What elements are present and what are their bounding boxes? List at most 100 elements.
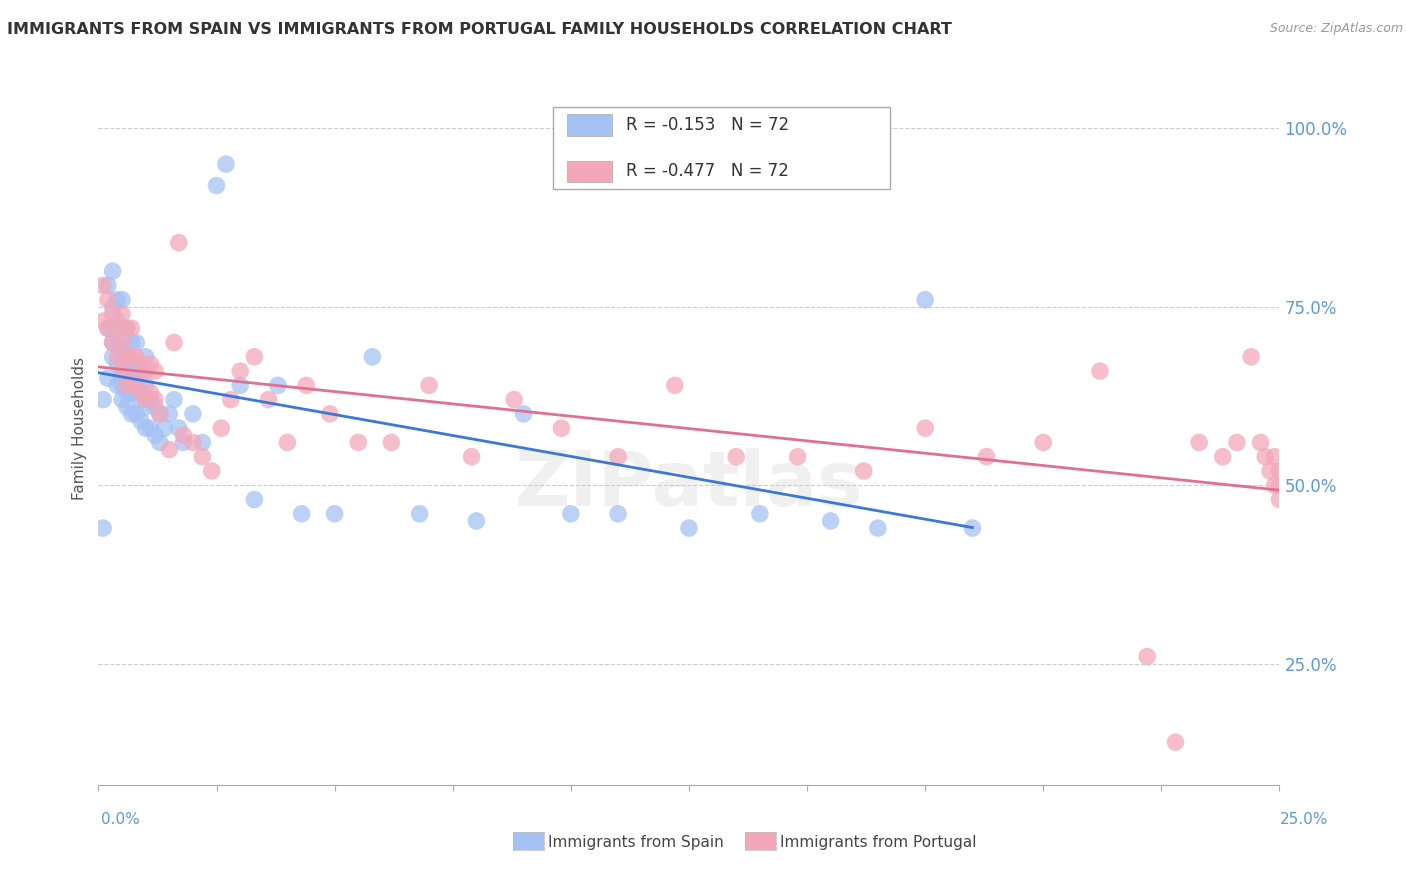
Point <box>111 343 134 357</box>
Point <box>181 435 204 450</box>
Point <box>153 421 176 435</box>
Point <box>1268 464 1291 478</box>
Point <box>1268 478 1291 492</box>
Point <box>243 492 266 507</box>
Point <box>91 521 114 535</box>
Point <box>820 514 842 528</box>
Point <box>1088 364 1111 378</box>
Point <box>191 435 214 450</box>
Point <box>121 335 143 350</box>
Point <box>201 464 224 478</box>
Point <box>97 321 120 335</box>
Point <box>97 293 120 307</box>
Point <box>111 378 134 392</box>
Point <box>157 442 180 457</box>
Text: R = -0.477   N = 72: R = -0.477 N = 72 <box>626 162 789 180</box>
Point <box>91 278 114 293</box>
Point <box>121 321 143 335</box>
Text: Immigrants from Portugal: Immigrants from Portugal <box>780 836 977 850</box>
Point <box>121 350 143 364</box>
Point <box>380 435 402 450</box>
Point <box>121 364 143 378</box>
Point <box>319 407 342 421</box>
Point <box>1188 435 1211 450</box>
Point <box>115 385 138 400</box>
Point <box>129 392 152 407</box>
Point <box>664 378 686 392</box>
Point <box>105 350 128 364</box>
Point <box>115 371 138 385</box>
Bar <box>567 114 612 136</box>
Y-axis label: Family Households: Family Households <box>72 357 87 500</box>
Point <box>135 350 157 364</box>
Point <box>143 400 166 414</box>
Point <box>852 464 875 478</box>
Point <box>111 335 134 350</box>
Point <box>125 350 148 364</box>
Point <box>125 378 148 392</box>
Point <box>725 450 748 464</box>
Point <box>115 378 138 392</box>
Point <box>115 400 138 414</box>
Point <box>125 385 148 400</box>
Point <box>1226 435 1249 450</box>
Point <box>111 364 134 378</box>
Point <box>139 421 162 435</box>
Point <box>115 321 138 335</box>
Point <box>105 378 128 392</box>
Point <box>418 378 440 392</box>
Point <box>229 364 252 378</box>
Point <box>105 321 128 335</box>
Text: Source: ZipAtlas.com: Source: ZipAtlas.com <box>1270 22 1403 36</box>
Point <box>139 385 162 400</box>
Point <box>101 335 124 350</box>
Point <box>97 278 120 293</box>
Point <box>1032 435 1054 450</box>
Point <box>276 435 298 450</box>
Point <box>209 421 232 435</box>
Point <box>607 450 630 464</box>
Point <box>121 385 143 400</box>
Point <box>111 392 134 407</box>
Point <box>1240 350 1263 364</box>
Point <box>1250 435 1272 450</box>
Point <box>295 378 318 392</box>
Point <box>167 421 190 435</box>
Point <box>172 435 194 450</box>
Point <box>105 335 128 350</box>
Point <box>143 428 166 442</box>
Point <box>1258 464 1281 478</box>
Point <box>129 364 152 378</box>
Point <box>135 392 157 407</box>
Point <box>129 414 152 428</box>
Point <box>347 435 370 450</box>
Point <box>101 264 124 278</box>
Text: ZIPatlas: ZIPatlas <box>515 449 863 522</box>
Point <box>512 407 534 421</box>
Point <box>1164 735 1187 749</box>
Point <box>97 321 120 335</box>
Point <box>1254 450 1277 464</box>
Point <box>139 357 162 371</box>
Point <box>465 514 488 528</box>
Point <box>267 378 290 392</box>
Point <box>105 357 128 371</box>
Point <box>460 450 482 464</box>
Point <box>135 400 157 414</box>
Point <box>105 293 128 307</box>
Point <box>1268 492 1291 507</box>
Point <box>1264 478 1286 492</box>
Point <box>101 300 124 314</box>
Point <box>157 407 180 421</box>
Text: R = -0.153   N = 72: R = -0.153 N = 72 <box>626 116 790 134</box>
Point <box>125 364 148 378</box>
Point <box>135 364 157 378</box>
Point <box>135 378 157 392</box>
Point <box>1212 450 1234 464</box>
Point <box>129 385 152 400</box>
Point <box>1136 649 1159 664</box>
Point <box>115 321 138 335</box>
Point <box>215 157 238 171</box>
Point <box>181 407 204 421</box>
Point <box>163 335 186 350</box>
